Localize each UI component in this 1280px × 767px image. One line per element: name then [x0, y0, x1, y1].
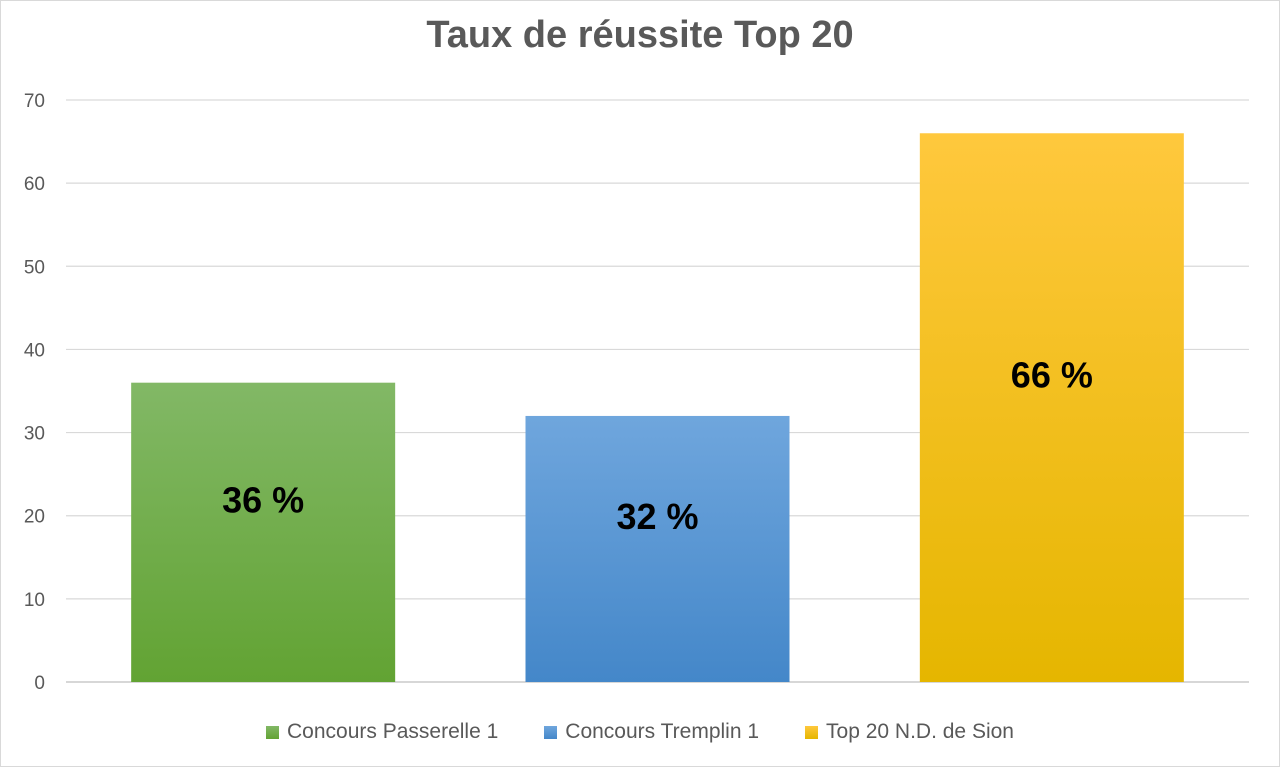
data-labels: 36 % 32 % 66 % [222, 355, 1093, 537]
y-tick-label-0: 0 [34, 673, 45, 694]
y-tick-label-30: 30 [24, 424, 45, 445]
y-axis-ticks: 0 10 20 30 40 50 60 70 [24, 91, 45, 694]
legend-item-passerelle: Concours Passerelle 1 [266, 720, 498, 744]
y-tick-label-70: 70 [24, 91, 45, 112]
data-label-2: 32 % [616, 496, 698, 537]
y-tick-label-20: 20 [24, 507, 45, 528]
bar-3 [919, 133, 1184, 682]
data-label-3: 66 % [1011, 355, 1093, 396]
bar-1 [131, 382, 396, 682]
chart-title: Taux de réussite Top 20 [426, 14, 854, 56]
legend-item-top20: Top 20 N.D. de Sion [805, 720, 1014, 744]
legend-item-tremplin: Concours Tremplin 1 [544, 720, 759, 744]
data-label-1: 36 % [222, 479, 304, 520]
bar-2 [525, 415, 790, 682]
legend-label-tremplin: Concours Tremplin 1 [565, 720, 760, 743]
y-tick-label-50: 50 [24, 257, 45, 278]
y-tick-label-10: 10 [24, 590, 45, 611]
legend: Concours Passerelle 1 Concours Tremplin … [0, 720, 1280, 744]
bars [131, 133, 1184, 682]
legend-swatch-top20 [805, 725, 819, 739]
legend-swatch-passerelle [266, 725, 279, 739]
legend-label-passerelle: Concours Passerelle 1 [287, 720, 499, 743]
y-tick-label-40: 40 [24, 340, 45, 361]
y-tick-label-60: 60 [24, 174, 45, 195]
legend-swatch-tremplin [544, 725, 558, 739]
legend-label-top20: Top 20 N.D. de Sion [826, 720, 1014, 743]
